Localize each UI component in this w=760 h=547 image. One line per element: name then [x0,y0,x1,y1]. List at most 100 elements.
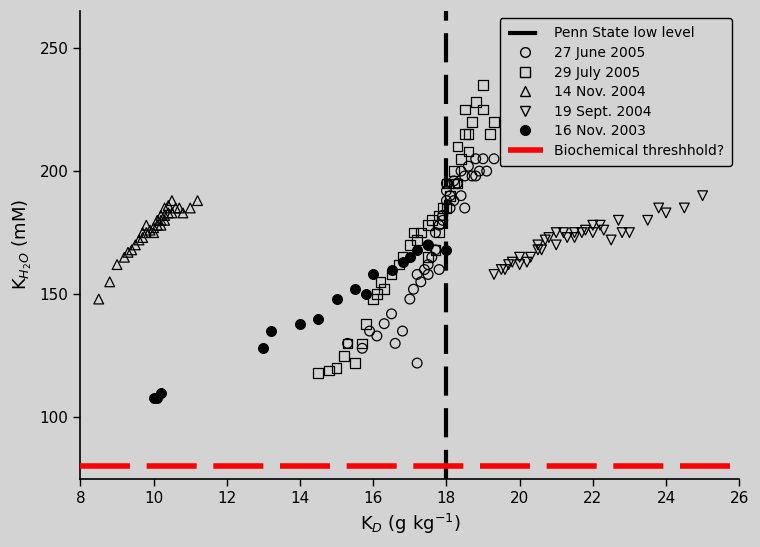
Point [141,228,153,237]
Point [411,236,423,245]
Point [159,203,171,212]
Point [437,216,449,225]
Point [532,246,544,254]
Point [155,221,167,230]
Point [429,246,442,254]
Point [367,295,379,304]
Point [155,216,167,225]
Point [444,203,456,212]
Point [341,339,353,348]
Legend: Penn State low level, 27 June 2005, 29 July 2005, 14 Nov. 2004, 19 Sept. 2004, 1: Penn State low level, 27 June 2005, 29 J… [499,18,732,166]
Point [415,228,427,237]
Point [480,167,492,176]
Point [440,196,452,205]
Point [433,265,445,274]
Point [660,208,672,217]
Point [166,208,178,217]
Point [378,285,391,294]
Point [576,228,588,237]
Point [455,191,467,200]
Point [444,191,456,200]
Point [371,331,383,340]
Point [440,203,452,212]
Point [147,393,160,402]
Point [119,253,131,261]
Point [678,203,690,212]
Point [484,130,496,138]
Point [557,228,569,237]
Point [169,203,182,212]
Point [422,260,434,269]
Point [641,216,654,225]
Point [524,253,537,261]
Point [162,201,174,210]
Point [473,167,486,176]
Point [323,366,335,375]
Point [536,246,548,254]
Point [422,241,434,249]
Point [159,211,171,220]
Point [411,359,423,368]
Point [448,196,460,205]
Point [338,351,350,360]
Point [433,228,445,237]
Point [597,226,610,235]
Point [470,98,482,107]
Point [488,154,500,163]
Point [605,236,617,245]
Point [426,216,438,225]
Point [155,211,167,220]
Point [514,260,526,269]
Point [451,179,464,188]
Point [367,270,379,279]
Point [440,179,452,188]
Point [411,246,423,254]
Point [125,246,138,254]
Point [192,196,204,205]
Point [422,253,434,261]
Point [437,203,449,212]
Point [451,179,464,188]
Point [415,277,427,286]
Point [397,258,409,266]
Point [147,228,160,237]
Point [502,260,515,269]
Point [462,162,474,171]
Point [371,290,383,299]
Point [264,327,277,335]
Point [579,226,591,235]
Point [133,236,145,245]
Point [349,359,361,368]
Point [122,248,134,257]
Point [587,221,599,230]
Point [458,130,470,138]
Point [404,295,416,304]
Point [422,221,434,230]
Point [496,265,508,274]
Point [587,228,599,237]
Point [696,191,708,200]
Point [177,208,189,217]
Point [137,233,149,242]
Point [440,187,452,195]
Point [532,241,544,249]
Point [458,203,470,212]
Point [359,319,372,328]
Point [437,211,449,220]
Point [455,167,467,176]
Y-axis label: K$_{H_2O}$ (mM): K$_{H_2O}$ (mM) [11,199,34,290]
Point [111,260,123,269]
Point [385,265,397,274]
Point [407,285,420,294]
Point [448,177,460,185]
Point [397,327,409,335]
Point [477,80,489,89]
Point [404,241,416,249]
Point [162,208,174,217]
Point [93,295,105,304]
Point [433,211,445,220]
Point [539,236,551,245]
Point [173,203,185,212]
Point [426,253,438,261]
Point [385,310,397,318]
